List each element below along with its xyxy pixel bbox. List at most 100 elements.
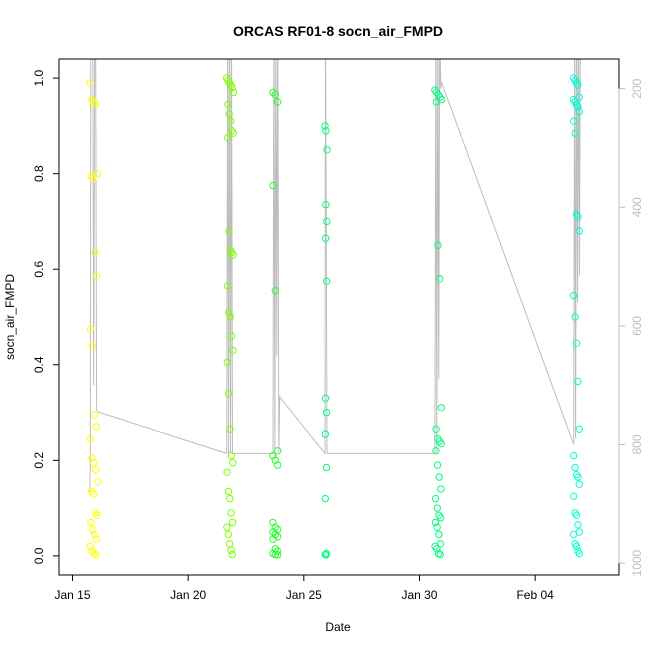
data-point xyxy=(433,504,441,512)
data-point xyxy=(274,447,282,455)
y2-axis: 200 400 600 800 1000 xyxy=(618,78,644,576)
data-point xyxy=(437,439,445,448)
data-point xyxy=(89,525,97,534)
y-tick-label: 0.8 xyxy=(32,165,46,182)
data-point xyxy=(92,423,100,431)
data-point xyxy=(224,134,232,142)
data-point xyxy=(322,234,330,242)
data-point xyxy=(433,461,442,469)
data-point xyxy=(87,172,95,180)
altitude-trace xyxy=(89,59,581,493)
data-point xyxy=(227,332,236,340)
x-tick-label: Jan 15 xyxy=(54,588,90,602)
data-point xyxy=(575,107,583,116)
data-point xyxy=(572,511,581,519)
data-point xyxy=(93,478,102,486)
data-point xyxy=(322,408,331,417)
data-point xyxy=(436,550,444,559)
x-tick-label: Jan 20 xyxy=(170,588,206,602)
data-point xyxy=(226,494,234,503)
data-point xyxy=(91,248,99,257)
data-point xyxy=(271,545,279,553)
data-point xyxy=(225,227,233,235)
y2-tick-label: 1000 xyxy=(630,549,644,576)
data-point xyxy=(228,84,236,92)
data-point xyxy=(575,227,583,235)
data-point xyxy=(87,487,96,496)
data-point xyxy=(86,325,95,333)
data-point xyxy=(224,487,233,496)
data-point xyxy=(88,547,96,555)
data-point xyxy=(90,411,99,419)
data-point xyxy=(90,549,98,558)
data-point xyxy=(321,430,330,438)
data-point xyxy=(92,551,100,559)
x-tick-label: Jan 25 xyxy=(286,588,322,602)
data-point xyxy=(269,535,277,543)
data-point xyxy=(571,313,579,321)
data-point xyxy=(90,459,98,467)
data-point xyxy=(574,377,582,386)
data-point xyxy=(91,509,99,517)
data-point xyxy=(269,528,277,536)
data-point xyxy=(228,550,237,559)
chart-title: ORCAS RF01-8 socn_air_FMPD xyxy=(233,23,443,39)
y2-tick-label: 400 xyxy=(630,197,644,217)
data-point xyxy=(436,275,444,283)
y2-tick-label: 600 xyxy=(630,316,644,336)
data-point xyxy=(88,454,96,462)
data-point xyxy=(88,95,96,104)
data-point xyxy=(435,473,443,481)
data-point xyxy=(323,146,331,154)
data-point xyxy=(93,170,102,178)
data-point xyxy=(89,490,98,498)
plot-frame xyxy=(58,58,620,576)
data-point xyxy=(434,241,442,250)
data-point xyxy=(321,494,329,503)
data-point xyxy=(322,463,331,472)
data-point xyxy=(437,404,446,412)
data-point xyxy=(271,523,279,531)
data-point xyxy=(92,466,100,474)
data-point xyxy=(87,518,95,527)
data-point xyxy=(223,523,231,531)
data-point xyxy=(226,313,234,321)
data-point xyxy=(224,389,233,398)
data-point xyxy=(89,174,97,183)
data-point xyxy=(321,394,330,402)
data-point xyxy=(91,100,100,109)
data-point xyxy=(271,91,279,99)
data-point xyxy=(575,549,583,558)
data-point xyxy=(574,213,582,221)
data-point xyxy=(223,282,232,290)
y2-tick-label: 200 xyxy=(630,78,644,98)
data-point xyxy=(224,100,232,109)
data-point xyxy=(274,98,282,106)
data-point xyxy=(322,201,330,209)
x-tick-label: Feb 04 xyxy=(516,588,554,602)
data-point xyxy=(224,530,233,539)
y-tick-label: 0.4 xyxy=(32,356,46,373)
data-point xyxy=(570,451,578,460)
data-point xyxy=(571,463,579,472)
data-point xyxy=(322,127,330,135)
data-point xyxy=(571,129,579,137)
data-point xyxy=(572,542,581,550)
data-point xyxy=(226,117,235,125)
x-tick-label: Jan 30 xyxy=(401,588,437,602)
data-point xyxy=(572,339,581,347)
data-point xyxy=(432,425,440,433)
data-point xyxy=(575,480,583,488)
data-point xyxy=(92,535,101,543)
data-point xyxy=(437,485,445,493)
x-axis-label: Date xyxy=(325,620,351,634)
data-point xyxy=(570,530,578,539)
data-point xyxy=(225,308,233,316)
data-point xyxy=(437,514,445,522)
y-tick-label: 0.0 xyxy=(32,547,46,564)
data-point xyxy=(229,129,238,137)
data-point xyxy=(225,110,233,118)
y2-tick-label: 800 xyxy=(630,434,644,454)
data-point xyxy=(93,511,101,519)
